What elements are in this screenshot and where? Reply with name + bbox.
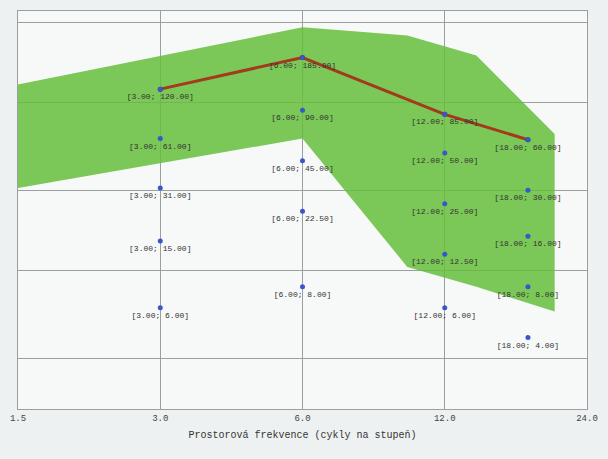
svg-text:[6.00; 90.00]: [6.00; 90.00] xyxy=(271,113,333,122)
svg-text:[6.00; 185.00]: [6.00; 185.00] xyxy=(269,61,336,70)
svg-text:[12.00; 6.00]: [12.00; 6.00] xyxy=(414,311,476,320)
svg-text:[18.00; 4.00]: [18.00; 4.00] xyxy=(497,341,559,350)
svg-text:Prostorová frekvence (cykly na: Prostorová frekvence (cykly na stupeň) xyxy=(188,430,416,441)
svg-text:[3.00; 120.00]: [3.00; 120.00] xyxy=(127,92,194,101)
svg-text:[6.00; 8.00]: [6.00; 8.00] xyxy=(274,290,332,299)
svg-text:[12.00; 25.00]: [12.00; 25.00] xyxy=(411,207,478,216)
svg-text:[18.00; 8.00]: [18.00; 8.00] xyxy=(497,290,559,299)
svg-text:[18.00; 16.00]: [18.00; 16.00] xyxy=(494,239,561,248)
svg-text:24.0: 24.0 xyxy=(576,414,598,424)
svg-text:[3.00; 15.00]: [3.00; 15.00] xyxy=(129,244,191,253)
svg-text:[3.00; 61.00]: [3.00; 61.00] xyxy=(129,142,191,151)
svg-text:[6.00; 45.00]: [6.00; 45.00] xyxy=(271,164,333,173)
svg-text:[18.00; 30.00]: [18.00; 30.00] xyxy=(494,193,561,202)
svg-text:[12.00; 12.50]: [12.00; 12.50] xyxy=(411,257,478,266)
svg-text:6.0: 6.0 xyxy=(294,414,310,424)
svg-text:3.0: 3.0 xyxy=(152,414,168,424)
svg-text:12.0: 12.0 xyxy=(434,414,456,424)
svg-text:[3.00; 31.00]: [3.00; 31.00] xyxy=(129,191,191,200)
svg-text:[12.00; 85.00]: [12.00; 85.00] xyxy=(411,117,478,126)
svg-text:[3.00; 6.00]: [3.00; 6.00] xyxy=(131,311,189,320)
svg-text:[6.00; 22.50]: [6.00; 22.50] xyxy=(271,214,333,223)
svg-text:1.5: 1.5 xyxy=(10,414,26,424)
svg-text:[18.00; 60.00]: [18.00; 60.00] xyxy=(494,143,561,152)
svg-text:[12.00; 50.00]: [12.00; 50.00] xyxy=(411,156,478,165)
